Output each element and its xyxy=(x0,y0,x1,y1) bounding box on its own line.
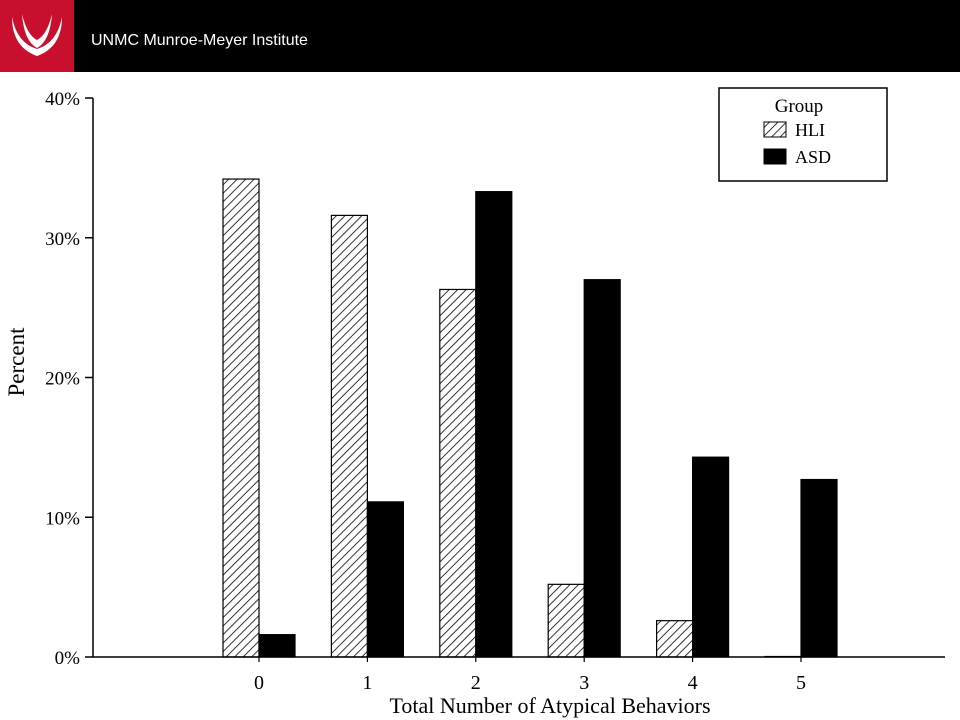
x-tick-label: 2 xyxy=(471,672,481,694)
bar-hli-1 xyxy=(330,214,368,658)
header-bar: UNMC Munroe-Meyer Institute xyxy=(0,0,960,72)
legend-label-hli: HLI xyxy=(795,120,825,140)
bar-asd-2 xyxy=(475,191,513,658)
y-tick-label: 0% xyxy=(55,648,81,669)
bar-asd-5 xyxy=(800,478,838,658)
bars xyxy=(222,178,838,658)
x-tick-label: 3 xyxy=(579,672,589,694)
bar-asd-4 xyxy=(691,456,730,658)
legend: Group HLI ASD xyxy=(718,87,888,182)
legend-swatch-hli xyxy=(763,121,787,138)
y-axis: 0% 10% 20% 30% 40% xyxy=(45,89,94,669)
bar-asd-3 xyxy=(583,279,621,658)
y-tick-label: 10% xyxy=(45,508,80,529)
bar-hli-2 xyxy=(439,288,477,658)
y-tick-label: 20% xyxy=(45,369,80,390)
x-tick-label: 4 xyxy=(688,672,698,694)
legend-box xyxy=(718,87,888,182)
x-tick-label: 1 xyxy=(362,672,372,694)
x-tick-label: 5 xyxy=(796,672,806,694)
bar-hli-4 xyxy=(655,620,694,658)
y-tick-label: 40% xyxy=(45,89,80,110)
bar-chart: 0% 10% 20% 30% 40% 0 1 2 3 4 5 Percent Total Numb… xyxy=(4,87,945,718)
bar-asd-0 xyxy=(258,634,296,658)
x-tick-label: 0 xyxy=(254,672,264,694)
y-tick-label: 30% xyxy=(45,229,80,250)
bar-hli-0 xyxy=(222,178,260,658)
y-axis-label: Percent xyxy=(4,327,29,397)
unmc-logo-icon xyxy=(0,0,74,72)
bar-asd-1 xyxy=(366,501,404,658)
x-axis-label: Total Number of Atypical Behaviors xyxy=(389,693,710,718)
legend-title: Group xyxy=(775,96,824,117)
bar-hli-3 xyxy=(547,583,585,658)
legend-swatch-asd xyxy=(763,148,787,165)
header-title: UNMC Munroe-Meyer Institute xyxy=(91,32,308,49)
x-axis: 0 1 2 3 4 5 xyxy=(93,656,945,694)
legend-label-asd: ASD xyxy=(795,147,831,167)
